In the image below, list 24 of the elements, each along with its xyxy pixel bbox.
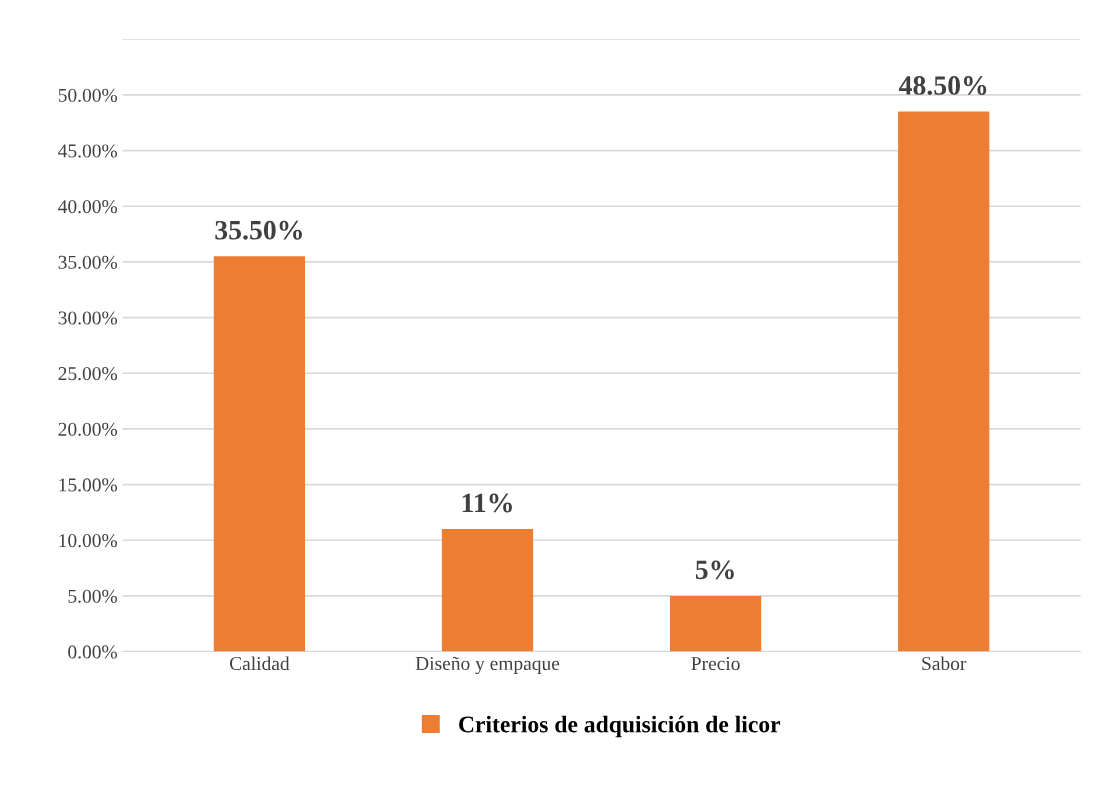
y-tick-label: 35.00% [58,255,118,269]
y-tick-label: 45.00% [58,144,118,158]
data-label: 48.50% [898,76,987,95]
y-tick-label: 30.00% [58,311,118,325]
y-tick-label: 40.00% [58,200,118,214]
bar [441,529,534,652]
x-tick-label: Sabor [922,656,967,671]
x-tick-label: Precio [691,657,740,671]
y-tick-label: 15.00% [59,478,118,492]
y-tick-label: 20.00% [58,422,118,436]
bar [669,595,762,652]
y-tick-label: 10.00% [59,534,118,548]
bar [213,256,306,652]
legend-label: Criterios de adquisición de licor [459,715,781,738]
data-label: 35.50% [215,220,302,240]
data-label: 11% [462,493,512,513]
x-tick-label: Diseño y empaque [415,656,560,675]
bar [898,111,990,652]
y-tick-label: 0.00% [68,645,118,659]
data-label: 5% [695,560,734,580]
x-tick-label: Calidad [229,656,290,671]
y-tick-label: 5.00% [68,589,118,603]
y-tick-label: 50.00% [58,88,118,102]
y-tick-label: 25.00% [58,367,118,381]
